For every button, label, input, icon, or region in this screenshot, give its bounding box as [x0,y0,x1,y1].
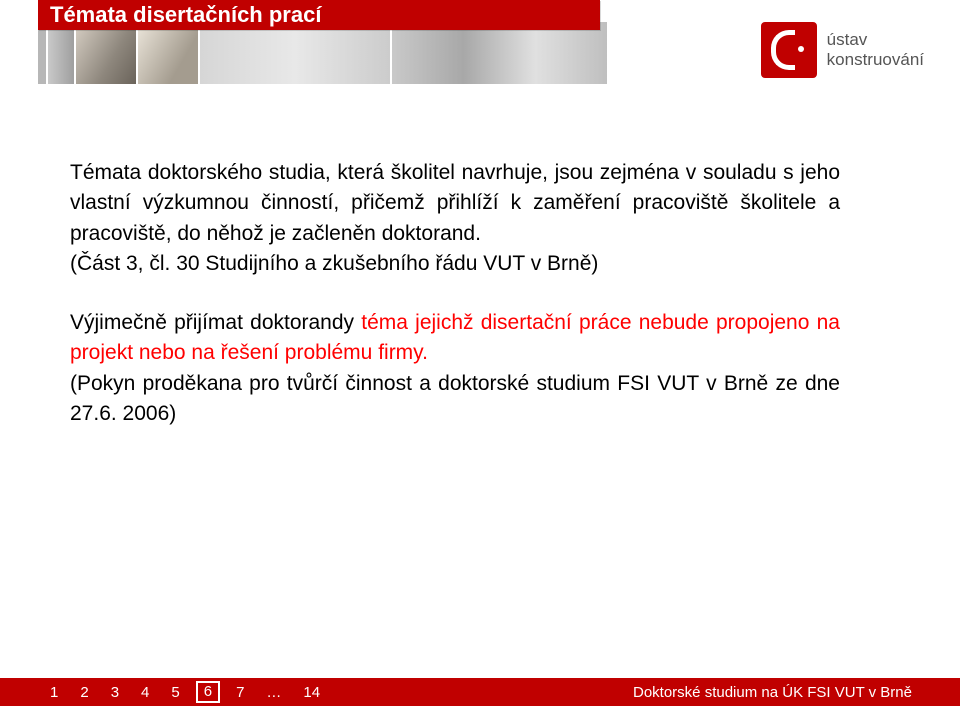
footer-page-7: 7 [236,684,244,701]
footer-page-2: 2 [80,684,88,701]
footer-page-3: 3 [111,684,119,701]
slide: Témata disertačních prací ústav konstruo… [0,0,960,716]
footer-page-…: … [266,684,281,701]
footer-page-14: 14 [303,684,320,701]
institute-logo: ústav konstruování [761,22,924,78]
footer-bar: 1 2 3 4 567 … 14 Doktorské studium na ÚK FSI V… [0,678,960,706]
paragraph-2: Výjimečně přijímat doktorandy téma jejic… [70,308,840,430]
body-text: Témata doktorského studia, která školite… [70,158,840,458]
paragraph-1-text: Témata doktorského studia, která školite… [70,161,840,245]
footer-label: Doktorské studium na ÚK FSI VUT v Brně [633,684,960,701]
footer-page-6: 6 [196,681,220,703]
footer-page-4: 4 [141,684,149,701]
paragraph-2-lead: Výjimečně přijímat doktorandy [70,311,361,334]
slide-title: Témata disertačních prací [38,0,600,30]
paragraph-1-citation: (Část 3, čl. 30 Studijního a zkušebního … [70,252,598,275]
paragraph-2-citation: (Pokyn proděkana pro tvůrčí činnost a do… [70,372,840,425]
footer-page-1: 1 [50,684,58,701]
paragraph-1: Témata doktorského studia, která školite… [70,158,840,280]
logo-mark-icon [761,22,817,78]
footer-page-numbers: 1 2 3 4 567 … 14 [0,681,320,703]
logo-text-line2: konstruování [827,50,924,70]
footer-page-5: 5 [171,684,179,701]
logo-text: ústav konstruování [827,30,924,69]
logo-text-line1: ústav [827,30,924,50]
header-background-image [38,22,598,84]
